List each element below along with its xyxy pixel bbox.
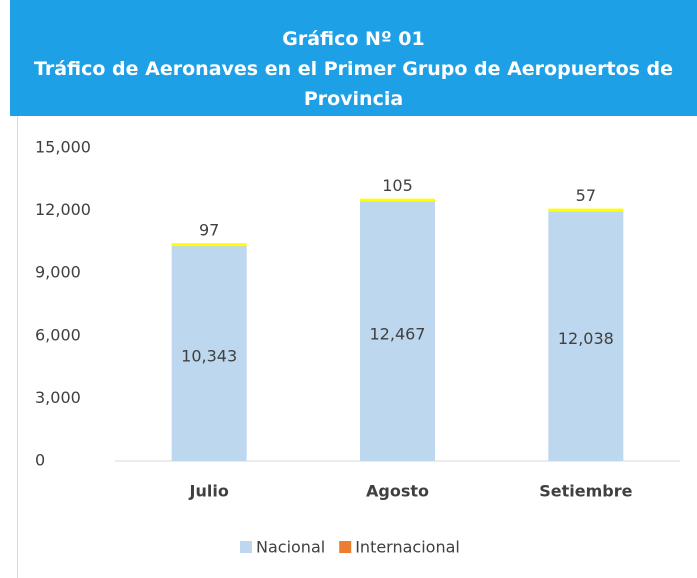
y-tick-label: 9,000 [35,263,81,282]
bar-segment [548,209,624,461]
data-label: 10,343 [181,347,237,366]
chart-border [17,116,18,578]
y-tick-label: 12,000 [35,200,91,219]
chart-title: Gráfico Nº 01 [282,28,425,50]
x-tick-label: Setiembre [539,482,632,501]
bar-segment [360,198,435,202]
legend-swatch [240,541,252,553]
legend-swatch [339,541,352,553]
title-banner: Gráfico Nº 01 Tráfico de Aeronaves en el… [10,0,697,116]
bar-segment [360,200,435,461]
legend-label: Internacional [355,538,460,557]
chart-subtitle: Tráfico de Aeronaves en el Primer Grupo … [33,58,674,110]
legend-label: Nacional [256,538,325,557]
y-tick-label: 3,000 [35,388,81,407]
y-tick-label: 6,000 [35,325,81,344]
data-label: 97 [199,221,219,240]
data-label: 12,038 [558,329,614,348]
data-label: 105 [382,176,413,195]
x-tick-label: Julio [189,482,229,501]
bar-segment [171,245,247,461]
x-tick-label: Agosto [366,482,429,501]
bar-segment [171,243,247,247]
y-tick-label: 15,000 [35,138,91,157]
y-tick-label: 0 [35,451,45,470]
bar-segment [548,208,624,212]
data-label: 12,467 [370,324,426,343]
data-label: 57 [576,186,596,205]
